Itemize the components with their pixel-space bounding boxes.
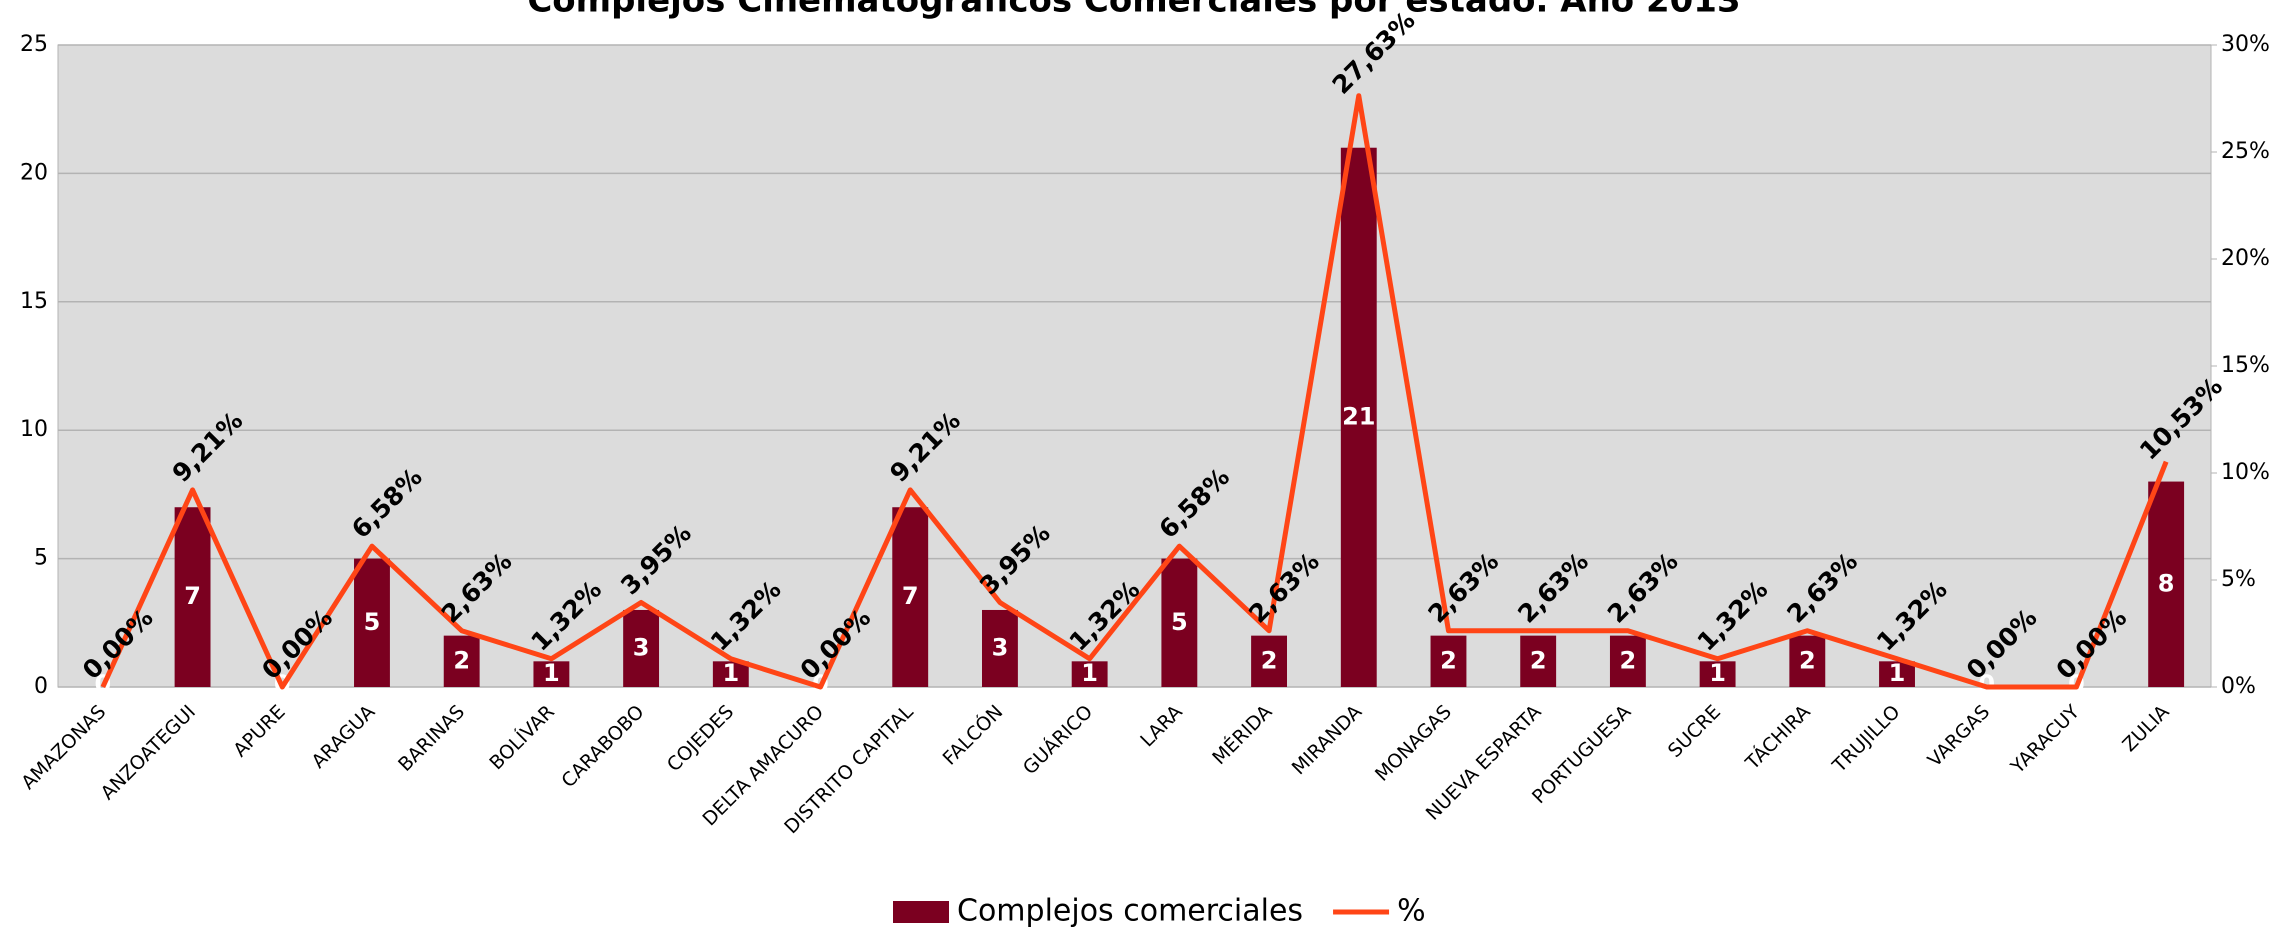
bar [1609, 635, 1646, 687]
bar-value-label: 2 [1440, 646, 1457, 674]
y2-tick-label: 15% [2221, 353, 2269, 378]
x-tick-label: BARINAS [394, 701, 469, 776]
bar-value-label: 7 [184, 582, 201, 610]
x-tick-label: APURE [229, 701, 290, 762]
bar-value-label: 8 [2158, 569, 2175, 597]
bar-value-label: 2 [453, 646, 470, 674]
x-tick-label: BOLÍVAR [485, 700, 559, 774]
bar [1520, 635, 1557, 687]
y-tick-label: 0 [34, 674, 48, 699]
bar [1161, 558, 1198, 687]
x-tick-label: ZULIA [2118, 701, 2173, 756]
legend-label: % [1397, 894, 1426, 927]
bar [1430, 635, 1467, 687]
x-tick-label: MONAGAS [1371, 701, 1456, 786]
y2-tick-label: 20% [2221, 246, 2269, 271]
x-tick-label: ARAGUA [307, 701, 379, 773]
bar [174, 507, 211, 687]
bar-value-label: 1 [543, 659, 560, 687]
bar-value-label: 2 [1799, 646, 1816, 674]
bar [1340, 147, 1377, 688]
bar [1789, 635, 1826, 687]
bar-value-label: 5 [1171, 608, 1188, 636]
y-tick-label: 10 [20, 417, 48, 442]
bar-value-label: 0 [1978, 670, 1995, 698]
x-tick-label: TRUJILLO [1828, 701, 1905, 778]
bar [533, 661, 570, 687]
y-tick-label: 5 [34, 546, 48, 571]
bar-value-label: 1 [722, 659, 739, 687]
x-tick-label: AMAZONAS [17, 701, 110, 794]
bar-value-label: 21 [1342, 402, 1375, 430]
x-tick-label: SUCRE [1664, 701, 1725, 762]
bar-value-label: 1 [1889, 659, 1906, 687]
x-tick-label: MÉRIDA [1208, 700, 1277, 769]
bar [623, 609, 660, 687]
x-tick-label: ANZOATEGUI [97, 701, 200, 804]
bar-value-label: 2 [1530, 646, 1547, 674]
y2-tick-label: 5% [2221, 567, 2256, 592]
x-tick-label: YARACUY [2006, 701, 2084, 779]
line [100, 93, 2169, 690]
x-tick-label: VARGAS [1924, 701, 1995, 772]
bar-value-label: 5 [364, 608, 381, 636]
y2-tick-label: 25% [2221, 139, 2269, 164]
bar-value-label: 2 [1620, 646, 1637, 674]
bar [2148, 481, 2185, 687]
x-tick-label: GUÁRICO [1018, 700, 1097, 779]
x-tick-label: LARA [1136, 701, 1187, 752]
plot-area [57, 44, 2212, 688]
bar [1879, 661, 1915, 687]
y-tick-label: 15 [20, 289, 48, 314]
chart-title: Complejos Cinematográficos Comerciales p… [527, 0, 1740, 21]
y-tick-label: 25 [20, 32, 48, 57]
bar-value-label: 1 [1081, 659, 1098, 687]
bar-value-label: 2 [1261, 646, 1278, 674]
bar-value-label: 3 [633, 633, 650, 661]
bar [981, 609, 1018, 687]
legend-swatch [893, 901, 949, 923]
bar [443, 635, 480, 687]
bar-value-label: 1 [1709, 659, 1726, 687]
x-tick-label: MIRANDA [1288, 701, 1366, 779]
x-tick-label: TÁCHIRA [1740, 700, 1815, 775]
bar-value-label: 3 [992, 633, 1009, 661]
y-tick-label: 20 [20, 160, 48, 185]
bar [1071, 661, 1108, 687]
bar [892, 507, 929, 687]
bar [1699, 661, 1736, 687]
y2-tick-label: 30% [2221, 32, 2269, 57]
bar [1251, 635, 1288, 687]
x-tick-label: COJEDES [663, 701, 738, 776]
bar [712, 661, 749, 687]
x-tick-label: CARABOBO [557, 701, 648, 792]
y2-tick-label: 0% [2221, 674, 2256, 699]
legend-label: Complejos comerciales [957, 894, 1303, 927]
y2-tick-label: 10% [2221, 460, 2269, 485]
bar [354, 558, 390, 687]
x-tick-label: FALCÓN [937, 699, 1007, 769]
bar-value-label: 7 [902, 582, 919, 610]
